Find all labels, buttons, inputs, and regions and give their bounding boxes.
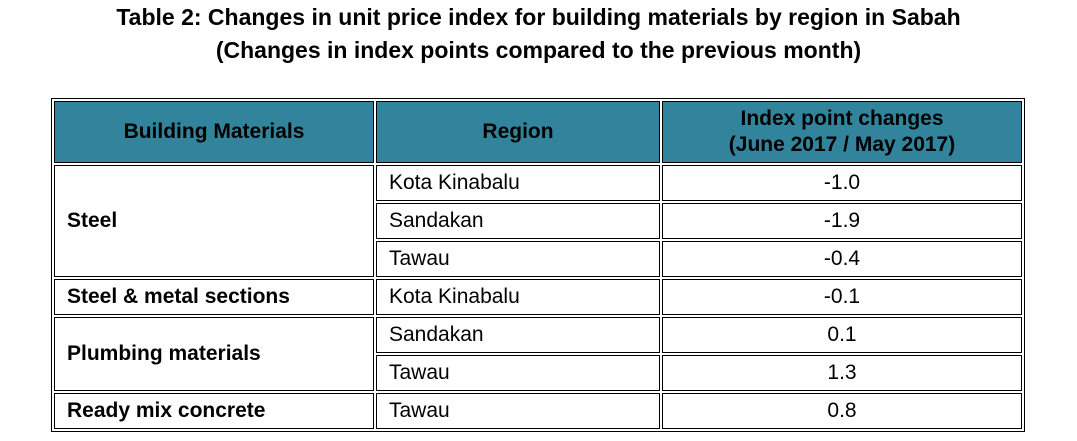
region-cell: Kota Kinabalu <box>376 279 660 315</box>
change-cell: -0.4 <box>662 241 1022 277</box>
header-cell: Building Materials <box>54 101 374 163</box>
change-cell: -1.0 <box>662 165 1022 201</box>
change-cell: 0.1 <box>662 317 1022 353</box>
region-cell: Kota Kinabalu <box>376 165 660 201</box>
header-cell: Index point changes (June 2017 / May 2017… <box>662 101 1022 163</box>
table-row: Ready mix concrete Tawau 0.8 <box>54 393 1022 429</box>
table-row: Steel & metal sections Kota Kinabalu -0.1 <box>54 279 1022 315</box>
region-cell: Sandakan <box>376 317 660 353</box>
material-cell: Ready mix concrete <box>54 393 374 429</box>
region-cell: Tawau <box>376 355 660 391</box>
header-line: Index point changes <box>740 107 944 130</box>
material-cell: Steel <box>54 165 374 277</box>
material-cell: Plumbing materials <box>54 317 374 391</box>
material-cell: Steel & metal sections <box>54 279 374 315</box>
header-row: Building Materials Region Index point ch… <box>54 101 1022 163</box>
region-cell: Tawau <box>376 393 660 429</box>
change-cell: -1.9 <box>662 203 1022 239</box>
title: Table 2: Changes in unit price index for… <box>116 4 961 30</box>
header-cell: Region <box>376 101 660 163</box>
table-row: Steel Kota Kinabalu -1.0 <box>54 165 1022 277</box>
table-row: Tawau -0.4 <box>54 241 1022 277</box>
subtitle: (Changes in index points compared to the… <box>215 37 862 63</box>
change-cell: 1.3 <box>662 355 1022 391</box>
change-cell: 0.8 <box>662 393 1022 429</box>
change-cell: -0.1 <box>662 279 1022 315</box>
data-table: Building Materials Region Index point ch… <box>51 98 1025 432</box>
table-row: Plumbing materials Sandakan 0.1 <box>54 317 1022 391</box>
header-line: (June 2017 / May 2017) <box>728 133 956 156</box>
table-row: Tawau 1.3 <box>54 355 1022 391</box>
region-cell: Tawau <box>376 241 660 277</box>
table-head: Building Materials Region Index point ch… <box>54 101 1022 163</box>
table-row: Sandakan -1.9 <box>54 203 1022 239</box>
region-cell: Sandakan <box>376 203 660 239</box>
table-body: Steel Kota Kinabalu -1.0 Sandakan -1.9 Tawau -… <box>54 165 1022 429</box>
